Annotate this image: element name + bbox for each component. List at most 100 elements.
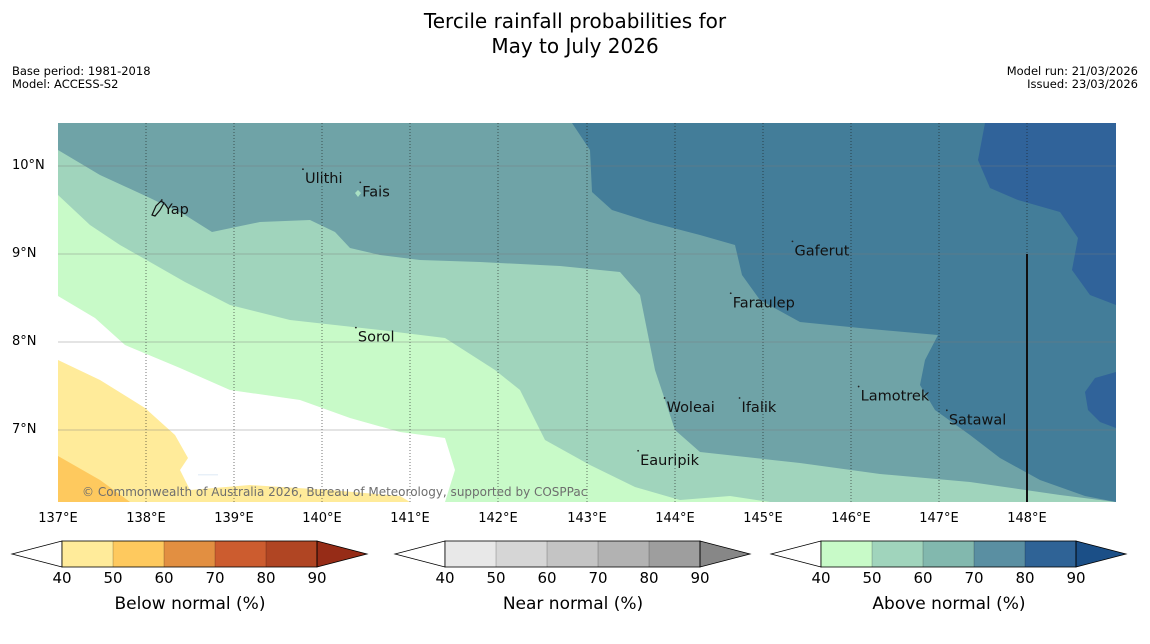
- colorbar-below-segment: [62, 541, 113, 567]
- place-marker: [302, 168, 304, 171]
- colorbar-above-segment: [1025, 541, 1076, 567]
- lon-label-144: 144°E: [655, 511, 695, 526]
- place-marker: [663, 397, 666, 399]
- colorbar-below-frame: [61, 540, 318, 568]
- cb-below-tick-50: 50: [103, 569, 123, 587]
- meta-left: Base period: 1981-2018 Model: ACCESS-S2: [12, 65, 151, 91]
- colorbar-near-segment: [496, 541, 547, 567]
- place-label: Gaferut: [794, 243, 849, 259]
- colorbar-near-segment: [445, 541, 496, 567]
- yap-island: [151, 200, 165, 217]
- place-marker: [857, 385, 860, 388]
- title-line-2: May to July 2026: [491, 34, 659, 58]
- colorbar-label-below: Below normal (%): [114, 594, 266, 614]
- cb-above-tick-40: 40: [811, 569, 831, 587]
- model-run: Model run: 21/03/2026: [1006, 64, 1138, 78]
- place-marker: [354, 326, 357, 329]
- meridian-lines: [145, 123, 1028, 502]
- colorbar-above-segment: [872, 541, 923, 567]
- colorbar-near-max-arrow: [699, 540, 752, 568]
- colorbar-above-frame: [820, 540, 1077, 568]
- zone-above-80-90-east: [1085, 372, 1116, 428]
- meta-right: Model run: 21/03/2026 Issued: 23/03/2026: [1007, 65, 1138, 91]
- map-title: Tercile rainfall probabilities for May t…: [0, 9, 1150, 59]
- lon-label-145: 145°E: [743, 511, 783, 526]
- colorbar-near-segment: [649, 541, 700, 567]
- colorbar-above-segment: [821, 541, 872, 567]
- colorbar-label-above: Above normal (%): [872, 594, 1026, 614]
- place-label: Fais: [362, 184, 389, 200]
- place-label: Sorol: [358, 330, 395, 346]
- place-marker: [729, 292, 732, 295]
- lon-label-142: 142°E: [478, 511, 518, 526]
- parallel-lines: [58, 165, 1116, 431]
- lon-label-140: 140°E: [302, 511, 342, 526]
- model-name: Model: ACCESS-S2: [12, 77, 119, 91]
- colorbar-below-segment: [266, 541, 317, 567]
- lat-label-10: 10°N: [12, 158, 45, 173]
- place-marker: [160, 199, 163, 201]
- colorbar-near-segment: [598, 541, 649, 567]
- place-label: Lamotrek: [861, 389, 930, 405]
- colorbar-below-segment: [164, 541, 215, 567]
- colorbar-below-segment: [113, 541, 164, 567]
- cb-above-tick-60: 60: [913, 569, 933, 587]
- cb-near-tick-50: 50: [486, 569, 506, 587]
- cb-near-tick-90: 90: [690, 569, 710, 587]
- cb-above-tick-50: 50: [862, 569, 882, 587]
- lat-label-8: 8°N: [12, 334, 37, 349]
- colorbar-below-min-arrow: [10, 540, 63, 568]
- lon-label-139: 139°E: [214, 511, 254, 526]
- colorbar-below-max-arrow: [316, 540, 369, 568]
- lat-label-9: 9°N: [12, 246, 37, 261]
- place-label: Yap: [163, 202, 189, 218]
- cb-above-tick-80: 80: [1015, 569, 1035, 587]
- cb-near-tick-80: 80: [639, 569, 659, 587]
- copyright-text: © Commonwealth of Australia 2026, Bureau…: [82, 485, 587, 499]
- lon-label-148: 148°E: [1007, 511, 1047, 526]
- colorbar-near-segment: [547, 541, 598, 567]
- place-marker: [738, 397, 741, 399]
- place-label: Ulithi: [305, 171, 343, 187]
- cb-below-tick-40: 40: [52, 569, 72, 587]
- colorbar-near-min-arrow: [393, 540, 446, 568]
- colorbar-above-min-arrow: [769, 540, 822, 568]
- colorbar-below-segment: [215, 541, 266, 567]
- fais-island: [355, 190, 361, 197]
- place-label: Ifalik: [742, 400, 777, 416]
- zone-above-80-90: [978, 123, 1116, 305]
- zone-above-70-80: [572, 123, 1116, 502]
- colorbar-near-frame: [444, 540, 701, 568]
- base-period: Base period: 1981-2018: [12, 64, 151, 78]
- cb-above-tick-70: 70: [964, 569, 984, 587]
- lon-label-146: 146°E: [831, 511, 871, 526]
- cb-near-tick-40: 40: [435, 569, 455, 587]
- place-marker: [945, 409, 948, 412]
- colorbar-above-max-arrow: [1075, 540, 1128, 568]
- small-island-marker: [198, 474, 218, 476]
- cb-below-tick-90: 90: [307, 569, 327, 587]
- cb-above-tick-90: 90: [1066, 569, 1086, 587]
- cb-below-tick-80: 80: [256, 569, 276, 587]
- zone-below-40-50: [58, 360, 410, 502]
- place-label: Faraulep: [733, 295, 795, 311]
- colorbar-label-near: Near normal (%): [502, 594, 644, 614]
- place-label: Woleai: [667, 400, 715, 416]
- place-marker: [791, 240, 794, 243]
- cb-below-tick-60: 60: [154, 569, 174, 587]
- lat-label-7: 7°N: [12, 422, 37, 437]
- lon-label-141: 141°E: [390, 511, 430, 526]
- place-labels: Ulithi Fais Yap Gaferut Faraulep Sorol Lamotre…: [160, 168, 1006, 469]
- lon-label-137: 137°E: [38, 511, 78, 526]
- colorbar-above-segment: [974, 541, 1025, 567]
- cb-below-tick-70: 70: [205, 569, 225, 587]
- issued-date: Issued: 23/03/2026: [1027, 77, 1138, 91]
- lon-label-143: 143°E: [567, 511, 607, 526]
- place-marker: [637, 449, 640, 452]
- lon-label-138: 138°E: [126, 511, 166, 526]
- place-label: Eauripik: [640, 453, 699, 469]
- colorbar-above-segment: [923, 541, 974, 567]
- zone-below-50-60: [58, 456, 130, 502]
- title-line-1: Tercile rainfall probabilities for: [423, 9, 727, 33]
